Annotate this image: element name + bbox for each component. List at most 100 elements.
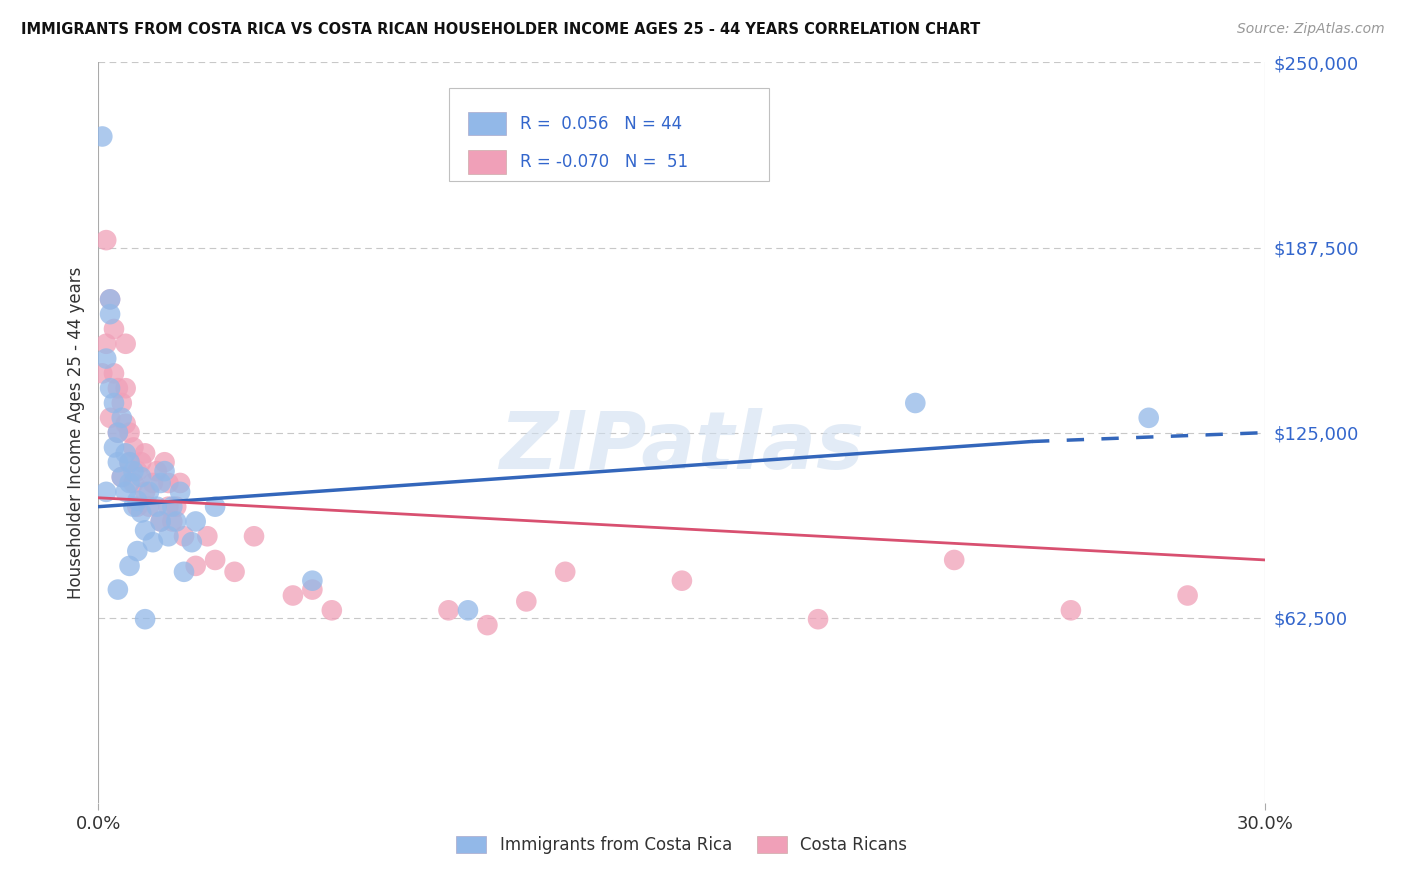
Point [554,565,576,579]
Point [180,535,202,549]
Point [142,535,165,549]
Point [111,470,134,484]
Point [204,553,226,567]
Point [157,500,180,514]
Text: R =  0.056   N = 44: R = 0.056 N = 44 [520,114,682,133]
Point [114,381,136,395]
Text: ZIPatlas: ZIPatlas [499,409,865,486]
Point [169,475,191,490]
Point [807,612,830,626]
Point [157,529,180,543]
Point [173,529,195,543]
Point [281,589,304,603]
Point [127,493,149,508]
Point [107,425,129,440]
Point [184,558,207,573]
Point [98,293,121,307]
Point [98,293,121,307]
Point [134,524,156,538]
Point [134,484,156,499]
Point [129,455,152,469]
Point [91,367,114,381]
Point [107,381,129,395]
Point [118,455,141,469]
Text: Source: ZipAtlas.com: Source: ZipAtlas.com [1237,22,1385,37]
Point [122,441,145,455]
Point [943,553,966,567]
Point [107,425,129,440]
Point [96,351,118,366]
Point [103,322,125,336]
Point [122,475,145,490]
Point [301,574,323,588]
Point [107,455,129,469]
Bar [468,150,506,174]
Point [162,515,184,529]
Point [129,506,152,520]
Point [118,475,141,490]
Point [111,470,134,484]
Point [904,396,927,410]
Point [301,582,323,597]
Point [103,441,125,455]
Point [477,618,499,632]
Point [1177,589,1199,603]
Point [127,544,149,558]
Point [111,410,134,425]
Text: IMMIGRANTS FROM COSTA RICA VS COSTA RICAN HOUSEHOLDER INCOME AGES 25 - 44 YEARS : IMMIGRANTS FROM COSTA RICA VS COSTA RICA… [21,22,980,37]
Point [184,515,207,529]
Point [195,529,218,543]
Point [146,500,169,514]
Point [107,582,129,597]
Point [149,515,172,529]
Point [321,603,343,617]
Point [153,464,176,478]
Point [122,464,145,478]
Bar [468,112,506,136]
Point [127,464,149,478]
Point [165,515,187,529]
Point [204,500,226,514]
Point [157,475,180,490]
Point [224,565,246,579]
Legend: Immigrants from Costa Rica, Costa Ricans: Immigrants from Costa Rica, Costa Ricans [450,830,914,861]
Point [114,336,136,351]
Point [149,515,172,529]
Point [111,396,134,410]
Y-axis label: Householder Income Ages 25 - 44 years: Householder Income Ages 25 - 44 years [66,267,84,599]
Point [127,500,149,514]
Point [114,446,136,460]
Point [134,446,156,460]
Point [122,500,145,514]
FancyBboxPatch shape [449,88,769,181]
Point [134,612,156,626]
Point [437,603,460,617]
Point [96,233,118,247]
Point [1060,603,1083,617]
Point [142,475,165,490]
Point [98,307,121,321]
Point [96,336,118,351]
Point [114,484,136,499]
Point [103,396,125,410]
Point [243,529,266,543]
Point [103,367,125,381]
Point [162,500,184,514]
Point [173,565,195,579]
Point [138,500,160,514]
Point [671,574,693,588]
Point [165,500,187,514]
Point [138,484,160,499]
Text: R = -0.070   N =  51: R = -0.070 N = 51 [520,153,688,171]
Point [118,425,141,440]
Point [98,410,121,425]
Point [114,417,136,431]
Point [91,129,114,144]
Point [153,455,176,469]
Point [146,464,169,478]
Point [169,484,191,499]
Point [98,381,121,395]
Point [515,594,537,608]
Point [1137,410,1160,425]
Point [457,603,479,617]
